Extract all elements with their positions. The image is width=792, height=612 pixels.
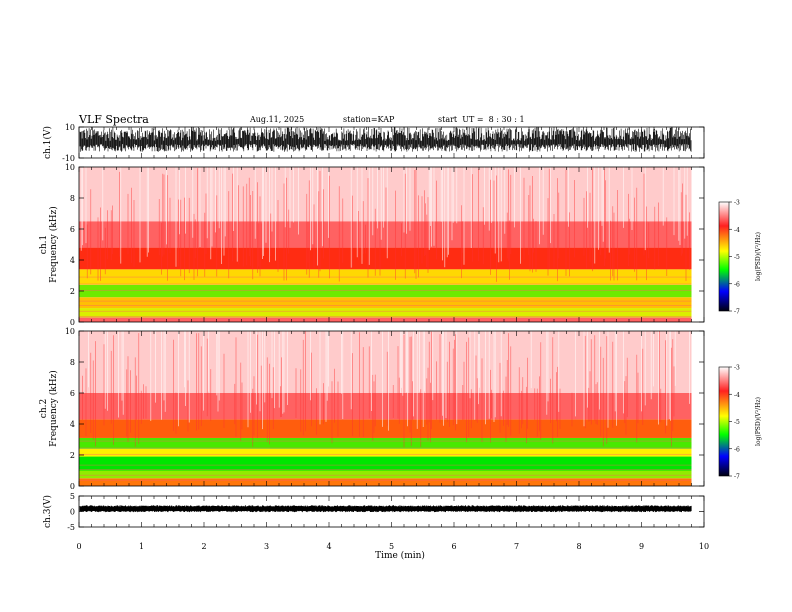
- ch2-spectrogram-texture: [82, 331, 675, 448]
- ch1-colorbar: -3 -4 -5 -6 -7 log(PSD)(V²/Hz): [718, 200, 762, 316]
- colorbar-tick-label: -7: [734, 309, 740, 316]
- ch1-spectrogram-band: [79, 284, 692, 298]
- ch1-spectrogram-texture: [86, 168, 690, 282]
- x-tick-label: 4: [326, 542, 331, 551]
- colorbar-tick-label: -3: [734, 365, 740, 372]
- x-tick-label: 9: [639, 542, 644, 551]
- ch1-spectrogram-ytick-label: 4: [70, 256, 75, 265]
- ch2-colorbar: -3 -4 -5 -6 -7 log(PSD)(V²/Hz): [718, 365, 762, 481]
- ch2-spectrogram-band: [79, 419, 692, 438]
- colorbar-tick-label: -7: [734, 474, 740, 481]
- x-tick-label: 1: [139, 542, 144, 551]
- ch3-waveform-ytick-label: 5: [70, 492, 75, 501]
- ch2-spectrogram-band: [79, 331, 692, 393]
- colorbar-tick-label: -5: [734, 419, 740, 426]
- ch1-spectrogram-panel: 0 2 4 6 8 10 ch.1 Frequency (kHz): [39, 163, 705, 327]
- ch1-spectrogram-texture: [80, 167, 688, 268]
- ch1-waveform-trace: [79, 127, 692, 152]
- ch2-spectrogram-ytick-label: 4: [70, 420, 75, 429]
- ch1-spectrogram-ylabel: Frequency (kHz): [48, 206, 59, 283]
- ch1-spectrogram-band: [79, 221, 692, 248]
- ch1-spectrogram-ylabel: ch.1: [39, 235, 49, 254]
- ch1-waveform-ytick-label: 10: [65, 123, 75, 132]
- x-tick-label: 0: [76, 542, 81, 551]
- x-tick-label: 8: [576, 542, 581, 551]
- x-tick-label: 6: [451, 542, 456, 551]
- ch2-spectrogram-band: [79, 448, 692, 457]
- ch2-spectrogram-ylabel: ch.2: [39, 399, 49, 418]
- ch3-waveform-trace: [79, 505, 692, 513]
- ch1-waveform-panel: 10 -10 ch.1(V): [42, 123, 705, 163]
- ch1-spectrogram-band: [79, 297, 692, 309]
- x-tick-label: 2: [201, 542, 206, 551]
- ch1-spectrogram-band: [79, 308, 692, 318]
- ch2-spectrogram-ytick-label: 8: [70, 358, 75, 367]
- ch1-spectrogram-band: [79, 247, 692, 270]
- ch2-spectrogram-ytick-label: 2: [70, 451, 75, 460]
- ch2-spectrogram-band: [79, 393, 692, 420]
- x-tick-labels: 0 1 2 3 4 5 6 7 8 9 10: [76, 542, 709, 551]
- colorbar-label: log(PSD)(V²/Hz): [755, 397, 762, 446]
- ch2-spectrogram-panel: 0 2 4 6 8 10 ch.2 Frequency (kHz): [39, 327, 705, 491]
- ch2-spectrogram-texture: [88, 331, 690, 431]
- colorbar-tick-label: -6: [734, 281, 740, 288]
- colorbar-scale: [718, 366, 730, 477]
- ch1-spectrogram-ytick-label: 8: [70, 194, 75, 203]
- ch1-waveform-ylabel: ch.1(V): [42, 126, 53, 159]
- ch2-spectrogram-band: [79, 470, 692, 479]
- ch1-spectrogram-ytick-label: 10: [65, 163, 75, 172]
- start-time-label: start UT = 8 : 30 : 1: [438, 115, 525, 124]
- date-label: Aug.11, 2025: [249, 115, 304, 124]
- x-axis-label: Time (min): [375, 550, 425, 561]
- colorbar-tick-label: -5: [734, 254, 740, 261]
- ch2-spectrogram-band: [79, 437, 692, 449]
- ch2-spectrogram-ytick-label: 6: [70, 389, 75, 398]
- colorbar-tick-label: -3: [734, 200, 740, 207]
- colorbar-label: log(PSD)(V²/Hz): [755, 232, 762, 281]
- ch3-waveform-ytick-label: -5: [67, 523, 75, 532]
- x-tick-label: 7: [514, 542, 519, 551]
- ch1-spectrogram-ytick-label: 2: [70, 287, 75, 296]
- colorbar-scale: [718, 201, 730, 312]
- ch1-spectrogram-band: [79, 317, 692, 322]
- ch2-spectrogram-ytick-label: 0: [70, 482, 75, 491]
- station-label: station=KAP: [343, 115, 395, 124]
- ch3-waveform-ylabel: ch.3(V): [42, 495, 53, 528]
- figure-title: VLF Spectra: [78, 113, 149, 126]
- ch3-waveform-panel: 5 0 -5 ch.3(V): [42, 492, 705, 532]
- ch1-spectrogram-ytick-label: 0: [70, 318, 75, 327]
- ch1-spectrogram-band: [79, 167, 692, 222]
- ch1-waveform-ytick-label: -10: [62, 154, 75, 163]
- colorbar-tick-label: -4: [734, 392, 740, 399]
- x-tick-label: 10: [699, 542, 709, 551]
- colorbar-tick-label: -6: [734, 446, 740, 453]
- ch2-spectrogram-band: [79, 478, 692, 486]
- ch2-spectrogram-band: [79, 456, 692, 471]
- ch3-waveform-ytick-label: 0: [70, 508, 75, 517]
- x-tick-label: 5: [389, 542, 394, 551]
- colorbar-tick-label: -4: [734, 227, 740, 234]
- ch2-spectrogram-ytick-label: 10: [65, 327, 75, 336]
- x-tick-label: 3: [264, 542, 269, 551]
- ch1-spectrogram-ytick-label: 6: [70, 225, 75, 234]
- ch2-spectrogram-ylabel: Frequency (kHz): [48, 370, 59, 447]
